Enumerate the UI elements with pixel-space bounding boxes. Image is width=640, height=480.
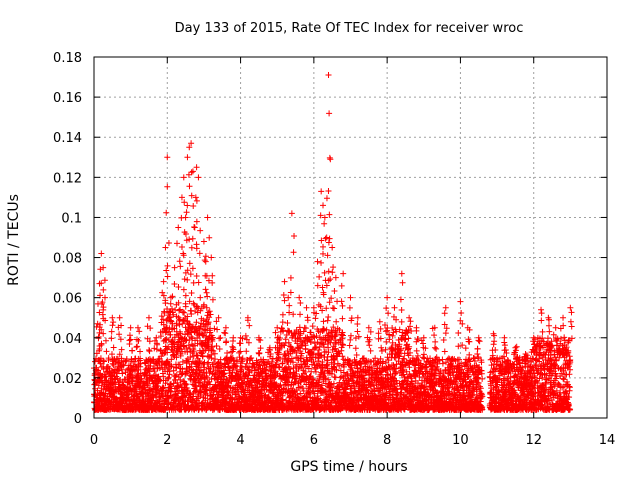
data-point	[226, 365, 233, 372]
data-point	[167, 363, 174, 370]
data-point	[173, 354, 180, 361]
data-point	[204, 374, 211, 381]
data-point	[100, 357, 107, 364]
data-point	[207, 311, 214, 318]
data-point	[134, 373, 141, 380]
data-point	[158, 347, 165, 354]
data-point	[184, 387, 191, 394]
data-point	[209, 334, 216, 341]
data-point	[167, 317, 174, 324]
data-point	[205, 359, 212, 366]
data-point	[135, 366, 142, 373]
data-point	[160, 384, 167, 391]
data-point	[192, 308, 199, 315]
data-point	[176, 307, 183, 314]
data-point	[194, 352, 201, 359]
data-point	[137, 355, 144, 362]
data-point	[138, 375, 145, 382]
data-point	[204, 360, 211, 367]
data-point	[208, 355, 215, 362]
data-point	[202, 395, 209, 402]
data-point	[181, 393, 188, 400]
data-point	[170, 311, 177, 318]
data-point	[119, 361, 126, 368]
data-point	[175, 382, 182, 389]
data-point	[155, 376, 162, 383]
data-point	[224, 383, 231, 390]
data-point	[168, 356, 175, 363]
data-point	[188, 333, 195, 340]
data-point	[229, 369, 236, 376]
data-point	[185, 398, 192, 405]
data-point	[176, 361, 183, 368]
data-point	[108, 375, 115, 382]
data-point	[190, 348, 197, 355]
data-layer	[91, 72, 575, 413]
data-point	[182, 337, 189, 344]
data-point	[158, 313, 165, 320]
data-point	[198, 389, 205, 396]
data-point	[168, 363, 175, 370]
data-point	[212, 356, 219, 363]
data-point	[176, 321, 183, 328]
data-point	[147, 374, 154, 381]
data-point	[165, 374, 172, 381]
data-point	[184, 349, 191, 356]
data-point	[185, 342, 192, 349]
data-point	[157, 333, 164, 340]
data-point	[150, 356, 157, 363]
data-point	[186, 321, 193, 328]
data-point	[181, 343, 188, 350]
data-point	[195, 379, 202, 386]
data-point	[177, 352, 184, 359]
data-point	[200, 369, 207, 376]
data-point	[188, 311, 195, 318]
data-point	[170, 367, 177, 374]
data-point	[145, 382, 152, 389]
data-point	[112, 387, 119, 394]
data-point	[199, 353, 206, 360]
data-point	[188, 361, 195, 368]
data-point	[157, 347, 164, 354]
data-point	[182, 382, 189, 389]
data-point	[203, 304, 210, 311]
data-point	[149, 390, 156, 397]
data-point	[196, 379, 203, 386]
data-point	[105, 355, 112, 362]
data-point	[166, 314, 173, 321]
data-point	[211, 350, 218, 357]
data-point	[163, 359, 170, 366]
data-point	[119, 370, 126, 377]
data-point	[204, 352, 211, 359]
data-point	[101, 358, 108, 365]
data-point	[187, 354, 194, 361]
data-point	[206, 381, 213, 388]
data-point	[151, 368, 158, 375]
data-point	[199, 382, 206, 389]
data-point	[211, 325, 218, 332]
data-point	[118, 390, 125, 397]
data-point	[164, 375, 171, 382]
